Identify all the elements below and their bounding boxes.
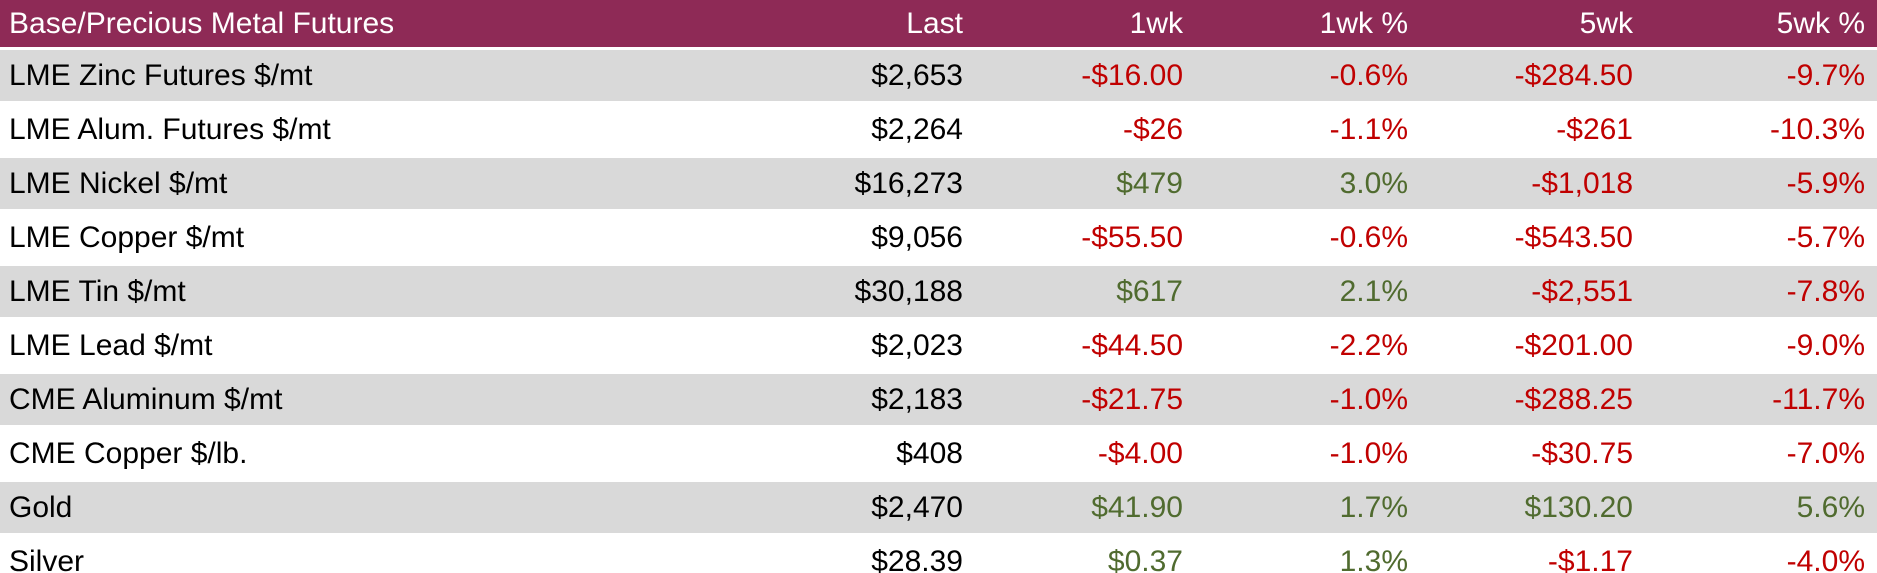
wk1-pct-change: -1.0% <box>1195 428 1420 482</box>
futures-table-body: LME Zinc Futures $/mt $2,653 -$16.00 -0.6% -… <box>0 50 1877 573</box>
wk5-change: -$1,018 <box>1420 158 1645 212</box>
table-row: LME Zinc Futures $/mt $2,653 -$16.00 -0.6% -… <box>0 50 1877 104</box>
wk5-pct-change: -5.9% <box>1645 158 1877 212</box>
last-value: $9,056 <box>818 212 975 266</box>
last-value: $2,470 <box>818 482 975 536</box>
wk1-pct-change: 3.0% <box>1195 158 1420 212</box>
column-header-1wk-pct: 1wk % <box>1195 0 1420 50</box>
wk5-change: -$261 <box>1420 104 1645 158</box>
table-row: LME Copper $/mt $9,056 -$55.50 -0.6% -$543.5… <box>0 212 1877 266</box>
wk5-change: -$30.75 <box>1420 428 1645 482</box>
last-value: $408 <box>818 428 975 482</box>
wk1-change: $617 <box>975 266 1195 320</box>
wk1-pct-change: -0.6% <box>1195 50 1420 104</box>
wk5-pct-change: -9.7% <box>1645 50 1877 104</box>
wk1-pct-change: -1.0% <box>1195 374 1420 428</box>
wk5-pct-change: -4.0% <box>1645 536 1877 573</box>
column-header-1wk: 1wk <box>975 0 1195 50</box>
table-row: LME Lead $/mt $2,023 -$44.50 -2.2% -$201.00-… <box>0 320 1877 374</box>
wk5-pct-change: -5.7% <box>1645 212 1877 266</box>
wk5-change: -$284.50 <box>1420 50 1645 104</box>
last-value: $28.39 <box>818 536 975 573</box>
last-value: $2,653 <box>818 50 975 104</box>
table-row: CME Copper $/lb. $408 -$4.00 -1.0% -$30.75 -7… <box>0 428 1877 482</box>
wk5-pct-change: -11.7% <box>1645 374 1877 428</box>
wk1-change: -$16.00 <box>975 50 1195 104</box>
last-value: $16,273 <box>818 158 975 212</box>
instrument-name: Silver <box>0 536 818 573</box>
column-header-last: Last <box>818 0 975 50</box>
wk5-change: -$2,551 <box>1420 266 1645 320</box>
last-value: $2,183 <box>818 374 975 428</box>
column-header-5wk: 5wk <box>1420 0 1645 50</box>
wk1-pct-change: -1.1% <box>1195 104 1420 158</box>
wk5-change: -$543.50 <box>1420 212 1645 266</box>
wk1-change: $0.37 <box>975 536 1195 573</box>
table-header: Base/Precious Metal Futures Last 1wk 1wk… <box>0 0 1877 50</box>
instrument-name: LME Lead $/mt <box>0 320 818 374</box>
instrument-name: CME Copper $/lb. <box>0 428 818 482</box>
instrument-name: LME Alum. Futures $/mt <box>0 104 818 158</box>
wk1-pct-change: 1.3% <box>1195 536 1420 573</box>
wk5-pct-change: -10.3% <box>1645 104 1877 158</box>
instrument-name: LME Nickel $/mt <box>0 158 818 212</box>
table-row: Silver $28.39 $0.37 1.3% -$1.17 -4.0% <box>0 536 1877 573</box>
table-row: LME Tin $/mt $30,188 $617 2.1% -$2,551 -7.8% <box>0 266 1877 320</box>
instrument-name: Gold <box>0 482 818 536</box>
wk1-pct-change: -2.2% <box>1195 320 1420 374</box>
wk5-pct-change: -9.0% <box>1645 320 1877 374</box>
last-value: $2,264 <box>818 104 975 158</box>
table-row: LME Nickel $/mt $16,273 $479 3.0% -$1,018 -5.… <box>0 158 1877 212</box>
wk1-change: -$21.75 <box>975 374 1195 428</box>
wk1-change: -$44.50 <box>975 320 1195 374</box>
instrument-name: LME Zinc Futures $/mt <box>0 50 818 104</box>
wk1-pct-change: 1.7% <box>1195 482 1420 536</box>
column-header-5wk-pct: 5wk % <box>1645 0 1877 50</box>
wk1-change: $479 <box>975 158 1195 212</box>
table-row: CME Aluminum $/mt $2,183 -$21.75 -1.0% -$288… <box>0 374 1877 428</box>
table-title: Base/Precious Metal Futures <box>0 0 818 50</box>
instrument-name: LME Tin $/mt <box>0 266 818 320</box>
wk5-pct-change: 5.6% <box>1645 482 1877 536</box>
wk1-pct-change: -0.6% <box>1195 212 1420 266</box>
wk5-change: -$1.17 <box>1420 536 1645 573</box>
wk5-pct-change: -7.8% <box>1645 266 1877 320</box>
wk1-change: $41.90 <box>975 482 1195 536</box>
last-value: $30,188 <box>818 266 975 320</box>
wk5-change: $130.20 <box>1420 482 1645 536</box>
wk1-change: -$55.50 <box>975 212 1195 266</box>
wk1-change: -$4.00 <box>975 428 1195 482</box>
instrument-name: CME Aluminum $/mt <box>0 374 818 428</box>
header-row: Base/Precious Metal Futures Last 1wk 1wk… <box>0 0 1877 50</box>
wk5-pct-change: -7.0% <box>1645 428 1877 482</box>
wk5-change: -$201.00 <box>1420 320 1645 374</box>
wk1-change: -$26 <box>975 104 1195 158</box>
wk1-pct-change: 2.1% <box>1195 266 1420 320</box>
instrument-name: LME Copper $/mt <box>0 212 818 266</box>
last-value: $2,023 <box>818 320 975 374</box>
table-row: LME Alum. Futures $/mt $2,264 -$26 -1.1% -$2… <box>0 104 1877 158</box>
table-row: Gold $2,470 $41.90 1.7% $130.20 5.6% <box>0 482 1877 536</box>
wk5-change: -$288.25 <box>1420 374 1645 428</box>
